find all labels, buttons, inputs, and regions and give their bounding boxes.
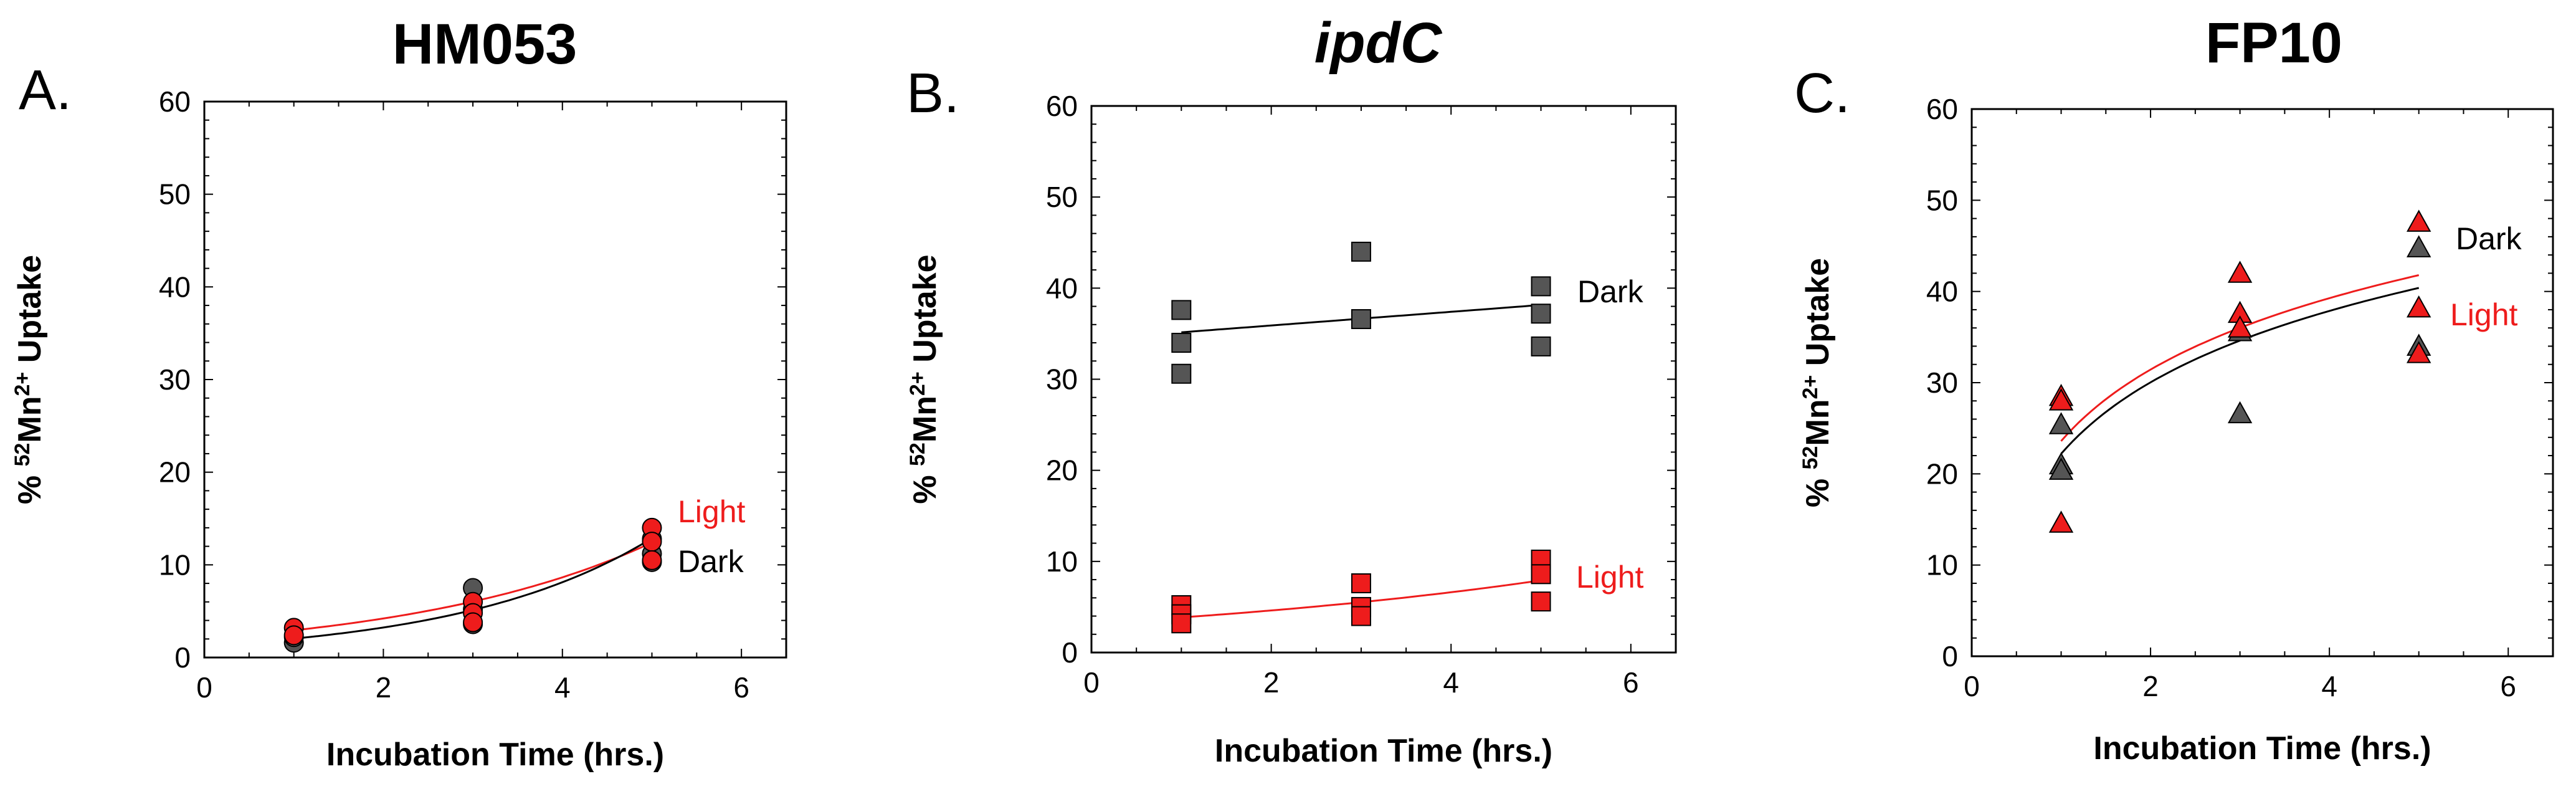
y-tick-label: 60 xyxy=(1926,93,1958,125)
data-point-dark xyxy=(1351,241,1371,262)
y-tick-label: 60 xyxy=(159,85,191,118)
series-label-dark: Dark xyxy=(1577,274,1644,309)
y-axis-label-superscript: 2+ xyxy=(906,371,929,396)
x-axis-label: Incubation Time (hrs.) xyxy=(2093,730,2431,767)
y-tick-label: 0 xyxy=(1942,640,1958,672)
data-point-light xyxy=(283,625,304,646)
y-tick-label: 20 xyxy=(1046,454,1078,487)
series-label-light: Light xyxy=(678,494,746,529)
y-tick-label: 0 xyxy=(174,641,191,674)
data-point-dark xyxy=(2048,412,2074,434)
y-tick-label: 30 xyxy=(1926,366,1958,399)
y-axis-label: % 52Mn2+ Uptake xyxy=(906,254,943,504)
data-point-light xyxy=(2048,388,2074,411)
y-axis-label-part: Mn xyxy=(1800,399,1836,446)
y-tick-label: 10 xyxy=(1046,545,1078,578)
data-point-light xyxy=(2406,295,2431,318)
x-tick-label: 2 xyxy=(2142,670,2159,702)
y-tick-label: 10 xyxy=(1926,549,1958,581)
y-axis-label: % 52Mn2+ Uptake xyxy=(1799,258,1836,507)
chart-title: FP10 xyxy=(2205,11,2342,75)
plot-frame xyxy=(1970,108,2554,658)
data-point-light xyxy=(1171,613,1192,634)
y-tick-label: 50 xyxy=(159,178,191,211)
x-tick-label: 6 xyxy=(1623,666,1639,699)
data-point-dark xyxy=(1171,300,1192,320)
data-point-light xyxy=(2406,209,2431,232)
data-point-light xyxy=(2048,510,2074,533)
y-axis-label-superscript: 52 xyxy=(906,442,929,466)
data-point-light xyxy=(1351,573,1371,593)
data-point-light xyxy=(642,550,662,570)
x-tick-label: 2 xyxy=(1263,666,1280,699)
x-tick-label: 4 xyxy=(554,671,571,704)
x-tick-label: 0 xyxy=(1083,666,1100,699)
y-axis-label-part: Uptake xyxy=(12,255,48,372)
y-axis-label-superscript: 2+ xyxy=(1799,375,1822,399)
y-axis-label-superscript: 52 xyxy=(1799,446,1822,470)
y-tick-label: 40 xyxy=(1926,275,1958,308)
y-tick-label: 60 xyxy=(1046,90,1078,122)
y-axis-label: % 52Mn2+ Uptake xyxy=(11,255,48,504)
panel-b: B. ipdC 0 10 20 30 40 50 60 0 2 4 6 Incubation Time (… xyxy=(906,11,1677,769)
data-point-light xyxy=(1531,564,1551,585)
series-label-dark: Dark xyxy=(678,544,744,579)
panel-c: C. FP10 0 10 20 30 40 50 60 0 2 4 6 Incubation Time (… xyxy=(1794,11,2554,767)
chart-title: HM053 xyxy=(392,12,577,76)
data-point-dark xyxy=(2048,457,2074,480)
data-point-light xyxy=(2227,261,2253,283)
y-tick-label: 40 xyxy=(1046,272,1078,304)
y-tick-label: 30 xyxy=(159,363,191,396)
x-tick-label: 6 xyxy=(733,671,749,704)
y-tick-label: 50 xyxy=(1046,181,1078,213)
y-axis-label-part: % xyxy=(907,466,943,504)
data-point-light xyxy=(2406,341,2431,363)
series-label-dark: Dark xyxy=(2456,221,2522,256)
y-axis-label-part: Mn xyxy=(907,396,943,442)
y-axis-label-part: % xyxy=(12,466,48,504)
data-point-light xyxy=(463,612,483,633)
y-tick-label: 10 xyxy=(159,548,191,581)
data-point-dark xyxy=(1351,309,1371,330)
data-point-light xyxy=(2227,315,2253,338)
x-axis-label: Incubation Time (hrs.) xyxy=(326,737,664,773)
series-label-light: Light xyxy=(1576,560,1644,595)
data-point-dark xyxy=(1531,276,1551,297)
y-axis-label-part: Mn xyxy=(12,396,48,443)
x-tick-label: 6 xyxy=(2500,670,2516,702)
panel-a: A. HM053 0 10 20 30 40 50 60 0 2 4 6 Incubation Time … xyxy=(11,12,787,773)
data-point-dark xyxy=(1531,336,1551,356)
y-axis-label-part: Uptake xyxy=(907,254,943,371)
x-tick-label: 2 xyxy=(376,671,392,704)
y-tick-label: 20 xyxy=(1926,457,1958,490)
data-point-dark xyxy=(1171,363,1192,384)
y-axis-label-superscript: 2+ xyxy=(11,372,34,396)
panel-letter: A. xyxy=(19,59,72,122)
panel-letter: B. xyxy=(906,62,959,125)
data-point-light xyxy=(642,532,662,552)
data-point-dark xyxy=(1171,333,1192,353)
data-point-dark xyxy=(2227,401,2253,424)
y-tick-label: 0 xyxy=(1062,636,1078,669)
y-axis-label-part: % xyxy=(1800,469,1836,507)
data-point-light xyxy=(1531,591,1551,612)
x-tick-label: 4 xyxy=(1443,666,1459,699)
data-point-dark xyxy=(2406,235,2431,257)
x-tick-label: 0 xyxy=(1964,670,1980,702)
x-tick-label: 4 xyxy=(2321,670,2337,702)
y-tick-label: 30 xyxy=(1046,363,1078,396)
chart-title: ipdC xyxy=(1314,11,1443,75)
data-point-dark xyxy=(1531,304,1551,324)
y-tick-label: 40 xyxy=(159,270,191,303)
y-tick-label: 20 xyxy=(159,456,191,489)
series-label-light: Light xyxy=(2450,297,2518,332)
x-axis-label: Incubation Time (hrs.) xyxy=(1215,733,1552,769)
data-point-light xyxy=(1351,606,1371,626)
panel-letter: C. xyxy=(1794,62,1850,125)
y-axis-label-part: Uptake xyxy=(1800,258,1836,375)
y-tick-label: 50 xyxy=(1926,184,1958,216)
x-tick-label: 0 xyxy=(196,671,212,704)
y-axis-label-superscript: 52 xyxy=(11,443,34,467)
